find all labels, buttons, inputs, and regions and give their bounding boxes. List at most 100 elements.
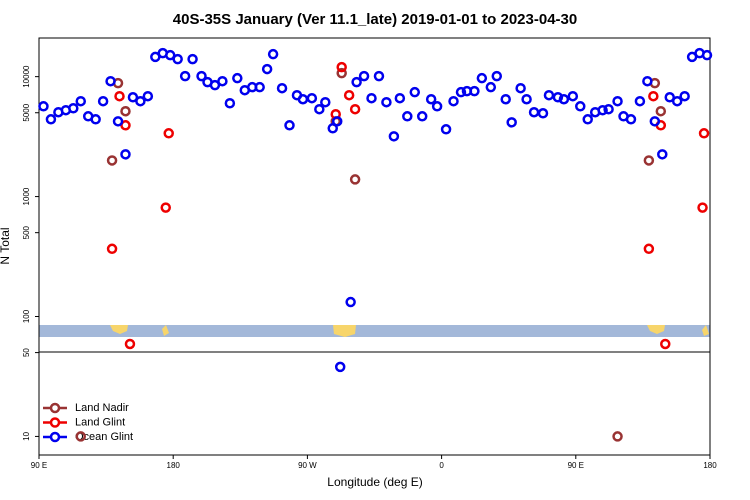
point: [187, 53, 198, 65]
point: [75, 431, 87, 442]
point: [38, 101, 49, 112]
legend-marker: [49, 402, 61, 414]
y-tick-label: 10: [22, 431, 31, 440]
y-tick-label: 5000: [22, 103, 31, 121]
point: [416, 111, 428, 122]
point: [160, 202, 171, 213]
plot-frame: [38, 37, 711, 456]
point: [105, 75, 116, 87]
point: [373, 70, 385, 82]
point: [634, 95, 646, 107]
point: [120, 149, 131, 160]
point: [469, 85, 480, 97]
point: [124, 338, 136, 350]
point: [679, 90, 690, 102]
point: [500, 93, 511, 105]
point: [455, 86, 467, 98]
point: [612, 95, 623, 107]
point: [349, 174, 361, 185]
point: [521, 93, 532, 105]
point: [334, 361, 346, 373]
point: [172, 53, 183, 65]
point: [402, 111, 413, 122]
point: [476, 72, 488, 84]
y-axis-label: N Total: [0, 227, 12, 264]
point: [537, 108, 549, 119]
x-tick-label: 90 E: [568, 461, 584, 470]
point: [425, 93, 437, 105]
point: [179, 70, 191, 82]
point: [643, 243, 655, 255]
point: [90, 114, 101, 125]
point: [506, 117, 517, 128]
legend-marker: [49, 417, 61, 428]
point: [409, 86, 421, 98]
point: [209, 79, 221, 91]
point: [320, 96, 331, 108]
legend-marker: [49, 431, 61, 443]
point: [697, 202, 708, 213]
point: [254, 81, 265, 93]
x-axis-label: Longitude (deg E): [327, 475, 422, 489]
point: [642, 75, 653, 87]
point: [267, 48, 279, 60]
point: [671, 95, 683, 107]
point: [120, 105, 131, 117]
point: [163, 128, 174, 139]
point: [75, 95, 87, 107]
point: [261, 63, 273, 75]
point: [582, 114, 593, 125]
point: [120, 120, 131, 131]
x-tick-label: 180: [167, 461, 181, 470]
point: [612, 431, 623, 442]
point: [552, 92, 564, 103]
point: [336, 67, 347, 79]
point: [655, 105, 667, 117]
point: [440, 124, 452, 135]
y-tick-label: 500: [22, 225, 31, 239]
point: [649, 116, 661, 127]
point: [114, 90, 125, 102]
point: [485, 81, 497, 93]
point: [106, 155, 118, 166]
point: [97, 95, 109, 107]
point: [349, 103, 361, 115]
point: [68, 103, 79, 114]
x-tick-label: 90 W: [298, 461, 317, 470]
point: [701, 49, 713, 61]
point: [657, 149, 668, 160]
point: [331, 116, 343, 127]
point: [431, 101, 443, 112]
point: [603, 103, 614, 115]
point: [543, 89, 555, 101]
y-tick-label: 1000: [22, 187, 31, 205]
point: [491, 70, 503, 82]
point: [515, 82, 526, 94]
legend-label: Land Nadir: [75, 402, 129, 414]
point: [698, 128, 710, 139]
point: [597, 104, 608, 116]
x-tick-label: 180: [703, 461, 717, 470]
chart-title: 40S-35S January (Ver 11.1_late) 2019-01-…: [173, 11, 577, 28]
legend-label: Ocean Glint: [75, 431, 133, 443]
point: [448, 95, 459, 107]
point: [528, 106, 540, 118]
point: [660, 338, 671, 350]
point: [284, 120, 295, 131]
y-tick-label: 50: [22, 348, 31, 357]
point: [106, 243, 118, 255]
point: [345, 296, 356, 308]
point: [142, 90, 154, 102]
point: [196, 70, 207, 82]
point: [358, 70, 370, 82]
point: [388, 131, 400, 142]
point: [567, 90, 579, 102]
point: [112, 116, 124, 127]
point: [217, 75, 228, 87]
point: [643, 155, 655, 166]
point: [558, 93, 570, 105]
y-tick-label: 100: [22, 309, 31, 323]
point: [394, 92, 406, 104]
point: [45, 114, 57, 125]
y-tick-label: 10000: [22, 65, 31, 88]
